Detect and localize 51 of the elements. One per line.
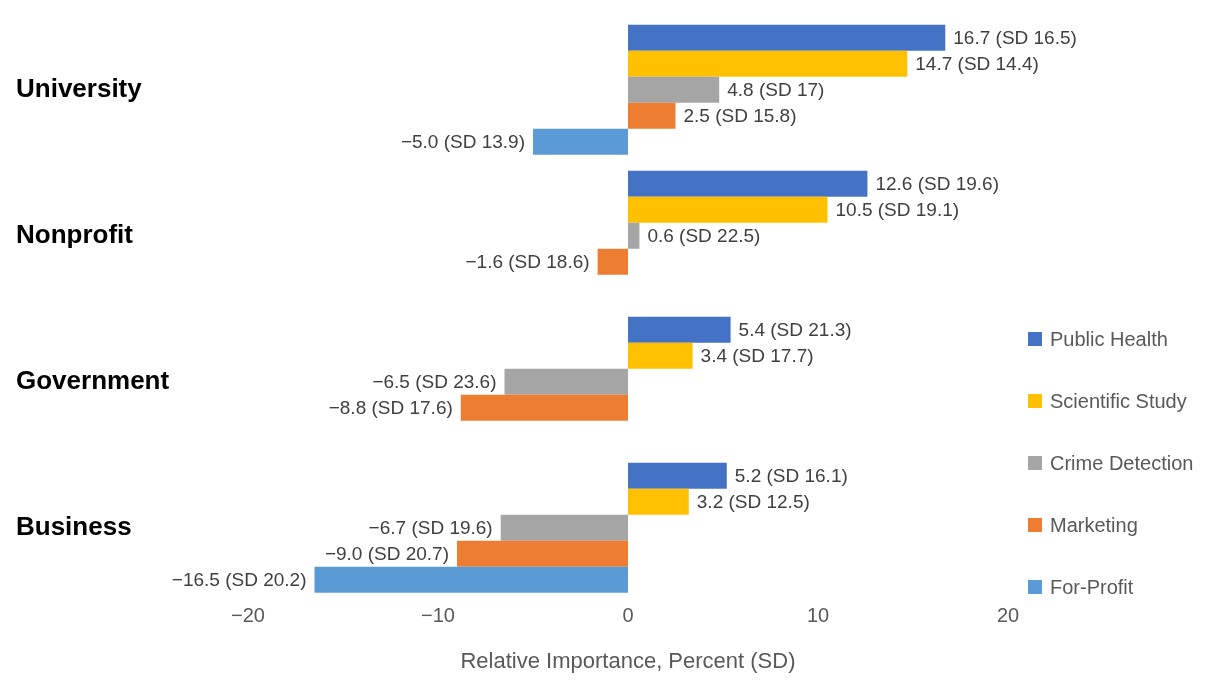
data-label: 4.8 (SD 17): [727, 78, 825, 100]
data-label: 3.2 (SD 12.5): [696, 490, 810, 512]
data-label: 5.2 (SD 16.1): [734, 464, 848, 486]
x-tick-label: 20: [996, 604, 1020, 627]
data-label: 5.4 (SD 21.3): [738, 318, 852, 340]
bar: [628, 24, 946, 51]
y-tick-label: Business: [16, 511, 132, 541]
x-tick-label: −10: [421, 604, 455, 627]
data-label: 12.6 (SD 19.6): [875, 172, 999, 194]
bar: [597, 248, 628, 275]
bar: [460, 394, 628, 421]
data-label: −6.7 (SD 19.6): [368, 516, 493, 538]
data-label: 3.4 (SD 17.7): [700, 344, 814, 366]
data-label: −5.0 (SD 13.9): [400, 130, 525, 152]
data-label: 0.6 (SD 22.5): [647, 224, 761, 246]
bar: [457, 540, 628, 567]
bar: [628, 462, 727, 489]
x-tick-label: 0: [622, 604, 634, 627]
legend-label: Public Health: [1050, 327, 1168, 351]
bar: [500, 514, 628, 541]
bar: [628, 488, 689, 515]
bar: [533, 128, 628, 155]
bar: [628, 342, 693, 369]
y-tick-label: Nonprofit: [16, 219, 134, 249]
data-label: −9.0 (SD 20.7): [324, 542, 449, 564]
y-tick-label: University: [16, 73, 143, 103]
bar: [628, 196, 828, 223]
bar: [628, 170, 868, 197]
data-label: 14.7 (SD 14.4): [915, 52, 1039, 74]
legend-label: Marketing: [1050, 513, 1138, 537]
x-tick-label: −20: [231, 604, 265, 627]
data-label: −16.5 (SD 20.2): [171, 568, 307, 590]
bar: [628, 102, 676, 129]
data-label: 2.5 (SD 15.8): [683, 104, 797, 126]
bar: [628, 50, 908, 77]
x-axis-title: Relative Importance, Percent (SD): [460, 648, 796, 673]
bar: [628, 316, 731, 343]
legend-label: For-Profit: [1050, 575, 1134, 599]
legend-label: Scientific Study: [1050, 389, 1187, 413]
y-tick-label: Government: [16, 365, 170, 395]
data-label: −6.5 (SD 23.6): [372, 370, 497, 392]
x-tick-label: 10: [806, 604, 830, 627]
bar: [628, 76, 720, 103]
data-label: −8.8 (SD 17.6): [328, 396, 453, 418]
data-label: 10.5 (SD 19.1): [835, 198, 960, 220]
legend-label: Crime Detection: [1050, 451, 1194, 475]
data-label: 16.7 (SD 16.5): [953, 26, 1077, 48]
bar: [504, 368, 628, 395]
bar: [628, 222, 640, 249]
data-label: −1.6 (SD 18.6): [465, 250, 590, 272]
bar: [314, 566, 628, 593]
